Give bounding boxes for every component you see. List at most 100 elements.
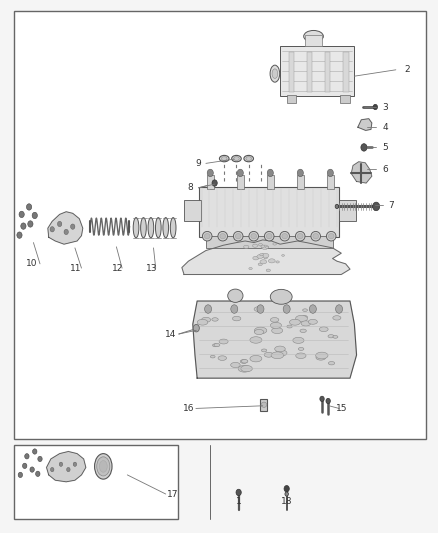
Ellipse shape [272,328,283,334]
Ellipse shape [99,461,107,472]
Ellipse shape [268,259,275,263]
Circle shape [50,227,54,232]
Ellipse shape [301,321,311,326]
Ellipse shape [231,362,240,368]
Polygon shape [358,119,372,131]
Ellipse shape [275,346,285,352]
Ellipse shape [238,366,251,372]
Ellipse shape [265,246,269,248]
Ellipse shape [296,353,306,359]
Ellipse shape [261,402,267,407]
Circle shape [71,224,75,229]
Ellipse shape [133,217,139,238]
Ellipse shape [254,327,267,334]
Bar [237,174,244,189]
Circle shape [25,454,29,459]
Circle shape [257,305,264,313]
Circle shape [373,202,380,211]
Circle shape [231,305,238,313]
Ellipse shape [251,233,257,239]
Bar [14,445,177,519]
Ellipse shape [218,231,227,241]
Bar [261,399,268,410]
Bar [307,52,312,92]
Ellipse shape [253,256,259,260]
Ellipse shape [228,289,243,302]
Ellipse shape [232,156,241,162]
Ellipse shape [260,260,267,264]
Text: 13: 13 [145,264,157,272]
Bar [280,46,354,96]
Ellipse shape [241,366,252,372]
Circle shape [18,472,22,478]
Ellipse shape [202,231,212,241]
Ellipse shape [221,157,227,160]
Polygon shape [351,162,372,183]
Ellipse shape [290,319,300,325]
Circle shape [205,305,212,313]
Ellipse shape [298,348,304,350]
Circle shape [38,456,42,462]
Ellipse shape [233,316,241,321]
Circle shape [237,169,244,176]
Bar [325,52,331,92]
Text: 2: 2 [404,66,410,74]
Circle shape [35,471,40,477]
Text: 8: 8 [188,183,194,192]
Ellipse shape [214,343,220,346]
Ellipse shape [252,244,258,247]
Bar [305,35,322,46]
Ellipse shape [316,352,328,359]
Ellipse shape [303,309,307,311]
Circle shape [26,204,32,210]
Ellipse shape [266,233,272,239]
Ellipse shape [272,69,278,78]
Circle shape [283,305,290,313]
Circle shape [32,212,37,219]
Circle shape [309,305,316,313]
Circle shape [207,169,213,176]
Ellipse shape [170,217,176,238]
Ellipse shape [266,269,270,272]
Ellipse shape [241,359,248,363]
Ellipse shape [300,329,306,333]
Circle shape [336,305,343,313]
Ellipse shape [276,350,287,356]
Ellipse shape [95,454,112,479]
Ellipse shape [328,233,334,239]
Ellipse shape [254,306,263,311]
Bar [287,95,296,103]
Ellipse shape [148,217,154,238]
Ellipse shape [270,65,280,82]
Ellipse shape [220,233,226,239]
Ellipse shape [258,263,262,265]
Ellipse shape [270,322,282,328]
Text: 11: 11 [70,264,81,272]
Ellipse shape [261,245,265,247]
Ellipse shape [265,231,274,241]
Text: 18: 18 [281,497,293,506]
Text: 1: 1 [236,497,241,506]
Ellipse shape [326,231,336,241]
Ellipse shape [97,457,110,476]
Ellipse shape [264,352,273,357]
Text: 17: 17 [167,489,179,498]
Circle shape [50,467,54,472]
Ellipse shape [282,255,285,256]
Ellipse shape [261,253,269,258]
Text: 15: 15 [336,404,348,413]
Bar [14,11,426,439]
Ellipse shape [244,245,249,248]
Circle shape [30,467,34,472]
Bar [297,174,304,189]
Ellipse shape [333,316,341,320]
Ellipse shape [244,156,254,162]
Ellipse shape [261,245,268,249]
Circle shape [21,223,26,229]
Circle shape [57,221,62,227]
Ellipse shape [249,231,258,241]
Bar [207,174,214,189]
Text: 12: 12 [112,264,124,272]
Ellipse shape [250,356,262,362]
Ellipse shape [295,231,305,241]
